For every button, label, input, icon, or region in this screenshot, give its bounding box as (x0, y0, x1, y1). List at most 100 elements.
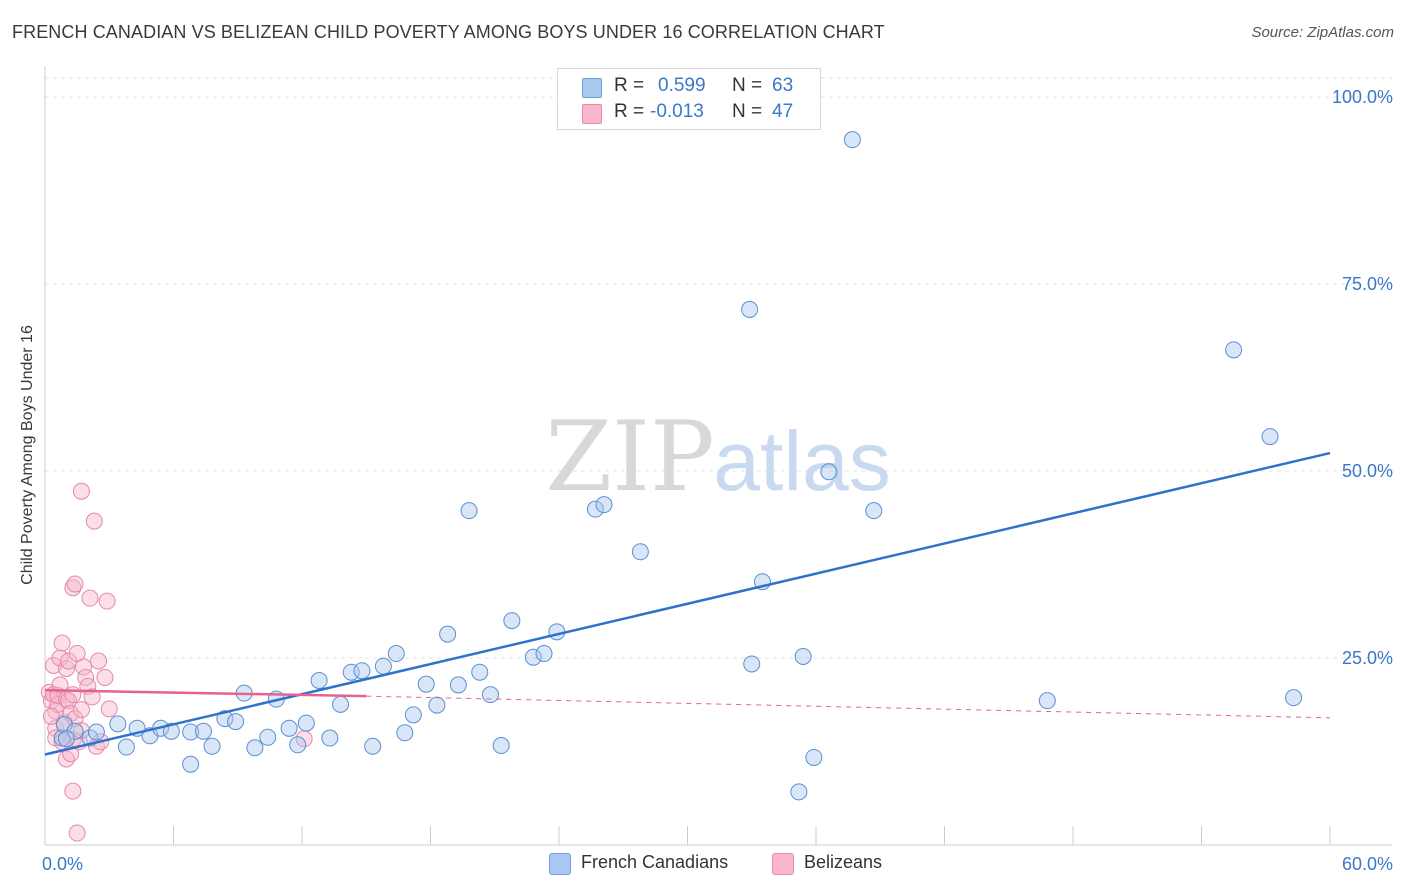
data-point-belizean (64, 782, 82, 800)
y-tick-label: 25.0% (1342, 648, 1393, 668)
data-point-french-canadian (259, 728, 277, 746)
data-point-belizean (60, 652, 78, 670)
data-point-french-canadian (87, 723, 105, 741)
source-label: Source: ZipAtlas.com (1251, 24, 1394, 41)
data-point-french-canadian (387, 645, 405, 663)
legend-label-blue: French Canadians (581, 852, 729, 872)
data-point-french-canadian (492, 737, 510, 755)
data-point-french-canadian (374, 657, 392, 675)
legend-label-pink: Belizeans (804, 852, 883, 872)
trendline-belizean-dashed (366, 695, 1331, 719)
chart-title: FRENCH CANADIAN VS BELIZEAN CHILD POVERT… (12, 22, 885, 42)
data-point-french-canadian (820, 463, 838, 481)
data-point-belizean (85, 512, 103, 530)
data-point-french-canadian (182, 755, 200, 773)
data-point-belizean (100, 700, 118, 718)
data-point-french-canadian (310, 671, 328, 689)
r-label: R = (614, 101, 645, 122)
data-point-french-canadian (353, 662, 371, 680)
data-point-french-canadian (524, 648, 542, 666)
y-tick-label: 75.0% (1342, 274, 1393, 294)
x-tick-label: 0.0% (42, 854, 83, 874)
data-point-belizean (53, 634, 71, 652)
n-value: 47 (772, 101, 794, 122)
data-point-french-canadian (227, 713, 245, 731)
data-point-french-canadian (1038, 692, 1056, 710)
data-point-belizean (96, 668, 114, 686)
data-point-belizean (72, 701, 90, 719)
data-point-french-canadian (396, 724, 414, 742)
data-point-french-canadian (162, 722, 180, 740)
data-point-french-canadian (57, 730, 75, 748)
r-value: -0.013 (650, 101, 704, 122)
data-point-belizean (72, 722, 90, 740)
trendline-belizean-solid (44, 688, 367, 698)
gridlines (45, 77, 1392, 659)
r-label: R = (614, 75, 645, 96)
data-point-french-canadian (471, 663, 489, 681)
data-point-french-canadian (843, 131, 861, 149)
legend-swatch-blue (549, 853, 571, 875)
data-point-french-canadian (503, 612, 521, 630)
y-tick-label: 50.0% (1342, 461, 1393, 481)
belizean-points (40, 482, 313, 842)
data-point-french-canadian (203, 737, 221, 755)
data-point-belizean (68, 824, 86, 842)
data-point-french-canadian (297, 714, 315, 732)
data-point-french-canadian (404, 706, 422, 724)
data-point-french-canadian (631, 543, 649, 561)
data-point-french-canadian (182, 723, 200, 741)
n-label: N = (732, 75, 763, 96)
data-point-french-canadian (55, 716, 73, 734)
stats-swatch-blue (582, 78, 602, 98)
data-point-french-canadian (109, 715, 127, 733)
data-point-french-canadian (535, 645, 553, 663)
y-tick-label: 100.0% (1332, 87, 1393, 107)
data-point-french-canadian (481, 686, 499, 704)
data-point-french-canadian (743, 655, 761, 673)
r-value: 0.599 (658, 75, 706, 96)
data-point-french-canadian (439, 625, 457, 643)
data-point-french-canadian (741, 300, 759, 318)
data-point-french-canadian (1285, 689, 1303, 707)
data-point-french-canadian (428, 696, 446, 714)
stats-swatch-pink (582, 104, 602, 124)
data-point-belizean (98, 592, 116, 610)
data-point-belizean (60, 692, 78, 710)
data-point-french-canadian (595, 496, 613, 514)
data-point-french-canadian (342, 663, 360, 681)
axes (44, 66, 1392, 846)
data-point-french-canadian (805, 748, 823, 766)
data-point-french-canadian (66, 722, 84, 740)
data-point-belizean (75, 658, 93, 676)
data-point-belizean (72, 482, 90, 500)
data-point-french-canadian (280, 719, 298, 737)
data-point-french-canadian (194, 722, 212, 740)
watermark-zip: ZIP (545, 401, 714, 513)
data-point-belizean (90, 652, 108, 670)
data-point-french-canadian (321, 729, 339, 747)
data-point-belizean (42, 707, 60, 725)
n-value: 63 (772, 75, 794, 96)
data-point-belizean (81, 589, 99, 607)
x-tick-label: 60.0% (1342, 854, 1393, 874)
data-point-french-canadian (865, 502, 883, 520)
data-point-french-canadian (460, 502, 478, 520)
y-tick-labels: 25.0% 50.0% 75.0% 100.0% (1332, 87, 1393, 668)
data-point-belizean (51, 676, 69, 694)
data-point-belizean (66, 575, 84, 593)
data-point-french-canadian (216, 710, 234, 728)
data-point-french-canadian (364, 737, 382, 755)
french-canadian-points (53, 131, 1303, 801)
data-point-french-canadian (417, 675, 435, 693)
data-point-french-canadian (586, 500, 604, 518)
trendlines (44, 451, 1331, 756)
n-label: N = (732, 101, 763, 122)
data-point-french-canadian (117, 738, 135, 756)
data-point-french-canadian (794, 648, 812, 666)
data-point-french-canadian (449, 676, 467, 694)
data-point-french-canadian (332, 695, 350, 713)
data-point-french-canadian (246, 739, 264, 757)
data-point-french-canadian (1261, 428, 1279, 446)
